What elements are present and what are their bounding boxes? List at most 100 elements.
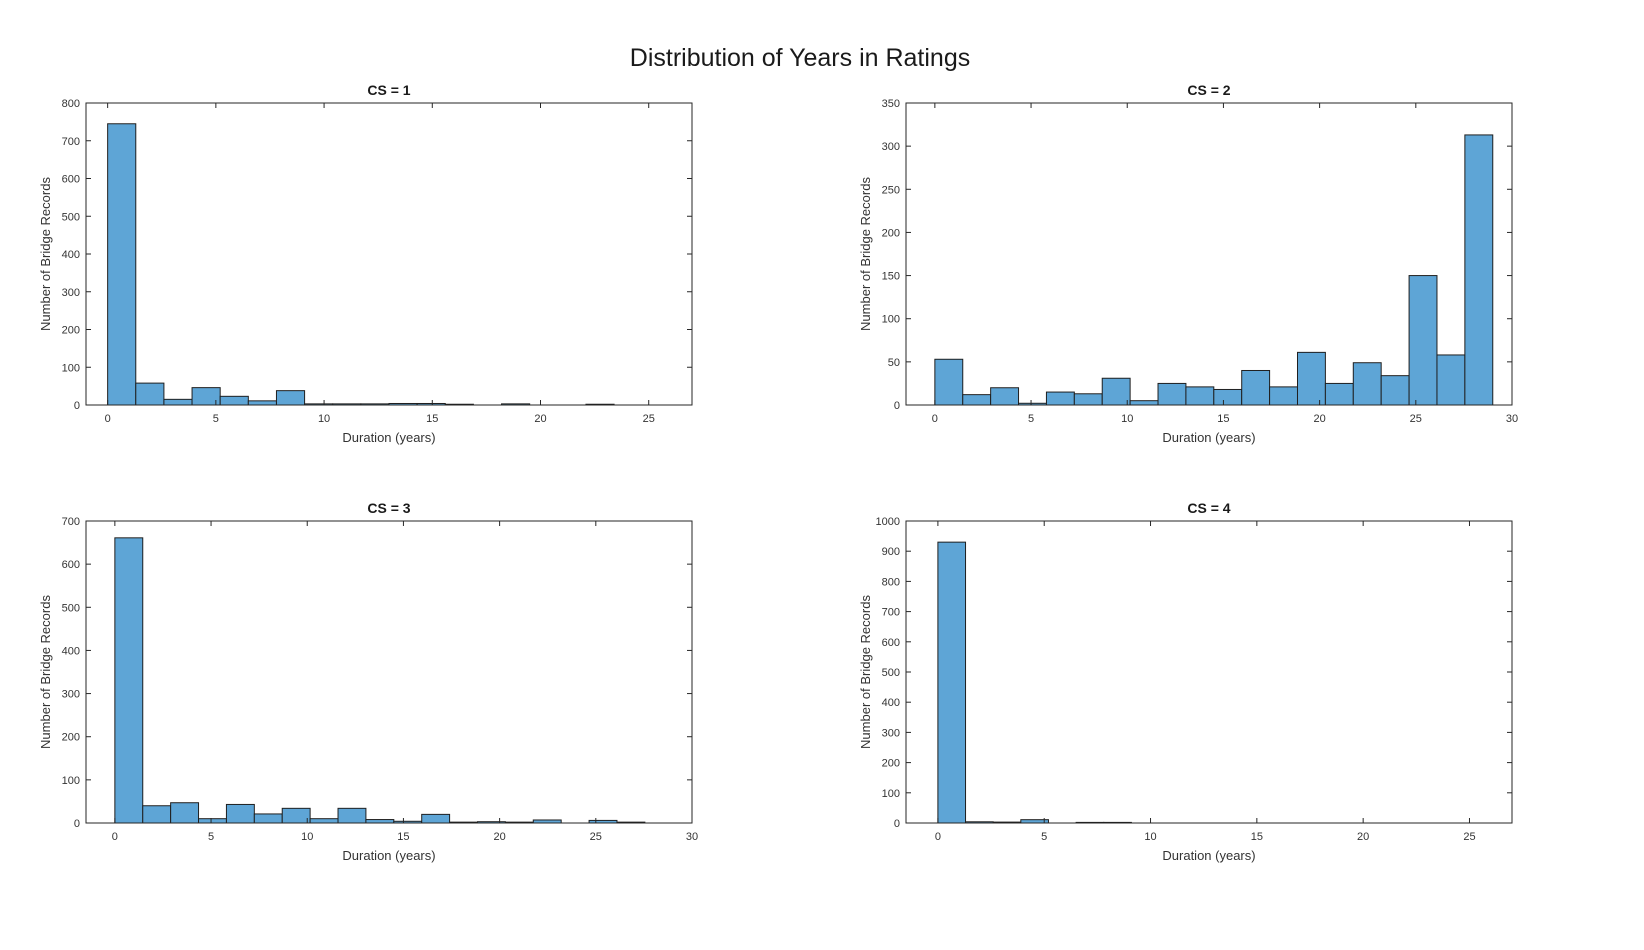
y-tick-label-cs3-0: 0 (74, 818, 80, 830)
axes-box-cs3 (85, 520, 693, 824)
histogram-bar-cs3-5 (253, 813, 283, 824)
y-tick-label-cs4-1000: 1000 (876, 516, 900, 528)
y-tick-label-cs3-700: 700 (62, 516, 80, 528)
y-tick-label-cs1-100: 100 (62, 362, 80, 374)
histogram-bar-cs3-2 (170, 802, 200, 824)
histogram-bar-cs1-0 (107, 123, 137, 406)
histogram-bar-cs2-4 (1045, 391, 1075, 406)
x-tick-label-cs2-25: 25 (1410, 413, 1422, 425)
histogram-bar-cs1-1 (135, 382, 165, 406)
figure-title: Distribution of Years in Ratings (629, 44, 971, 72)
histogram-bar-cs3-11 (421, 813, 451, 824)
x-tick-label-cs3-0: 0 (112, 831, 118, 843)
histogram-bar-cs3-3 (198, 818, 227, 824)
axes-box-cs1 (85, 102, 693, 406)
axes-box-cs4 (905, 520, 1513, 824)
x-tick-label-cs1-0: 0 (105, 413, 111, 425)
y-tick-label-cs4-500: 500 (882, 667, 900, 679)
histogram-bar-cs2-13 (1296, 351, 1326, 406)
histogram-bar-cs2-18 (1436, 354, 1466, 406)
x-tick-label-cs2-30: 30 (1506, 413, 1518, 425)
x-tick-label-cs3-30: 30 (686, 831, 698, 843)
x-tick-label-cs1-20: 20 (534, 413, 546, 425)
histogram-bar-cs2-16 (1380, 375, 1410, 406)
y-tick-label-cs4-0: 0 (894, 818, 900, 830)
x-tick-label-cs1-25: 25 (643, 413, 655, 425)
histogram-bar-cs2-1 (962, 394, 992, 406)
y-tick-label-cs1-500: 500 (62, 211, 80, 223)
x-tick-label-cs3-10: 10 (301, 831, 313, 843)
x-tick-label-cs3-15: 15 (397, 831, 409, 843)
y-axis-label-cs3: Number of Bridge Records (38, 595, 53, 749)
histogram-bar-cs2-8 (1157, 382, 1187, 406)
histogram-panel-cs1: 0 5 10 15 20 25 0 100 200 300 400 500 600 700 800 CS = … (38, 82, 693, 445)
y-tick-label-cs1-600: 600 (62, 174, 80, 186)
y-tick-label-cs3-300: 300 (62, 689, 80, 701)
x-axis-label-cs4: Duration (years) (1162, 848, 1255, 863)
x-tick-label-cs1-15: 15 (426, 413, 438, 425)
x-tick-label-cs2-0: 0 (932, 413, 938, 425)
y-tick-label-cs2-150: 150 (882, 271, 900, 283)
histogram-bar-cs2-17 (1408, 275, 1438, 406)
x-tick-label-cs3-20: 20 (493, 831, 505, 843)
y-tick-label-cs1-800: 800 (62, 98, 80, 110)
histogram-bar-cs1-6 (275, 390, 306, 406)
y-tick-label-cs3-200: 200 (62, 732, 80, 744)
y-tick-label-cs2-50: 50 (888, 357, 900, 369)
x-tick-label-cs1-10: 10 (318, 413, 330, 425)
y-tick-label-cs3-500: 500 (62, 602, 80, 614)
y-tick-label-cs2-350: 350 (882, 98, 900, 110)
y-tick-label-cs1-400: 400 (62, 249, 80, 261)
y-axis-label-cs4: Number of Bridge Records (858, 595, 873, 749)
histogram-bar-cs2-15 (1352, 362, 1382, 406)
y-tick-label-cs4-400: 400 (882, 697, 900, 709)
histogram-bar-cs3-0 (114, 537, 144, 824)
x-tick-label-cs4-0: 0 (935, 831, 941, 843)
histogram-bar-cs3-6 (281, 807, 311, 824)
x-tick-label-cs4-20: 20 (1357, 831, 1369, 843)
y-tick-label-cs2-300: 300 (882, 141, 900, 153)
y-tick-label-cs4-900: 900 (882, 546, 900, 558)
histogram-bar-cs3-4 (225, 803, 255, 824)
panel-title-cs4: CS = 4 (1187, 500, 1230, 516)
x-tick-label-cs3-25: 25 (590, 831, 602, 843)
histogram-bar-cs1-4 (219, 395, 249, 406)
histogram-bar-cs2-14 (1324, 382, 1354, 406)
x-axis-label-cs1: Duration (years) (342, 430, 435, 445)
y-tick-label-cs1-200: 200 (62, 325, 80, 337)
x-axis-label-cs2: Duration (years) (1162, 430, 1255, 445)
x-tick-label-cs2-20: 20 (1313, 413, 1325, 425)
y-tick-label-cs4-600: 600 (882, 637, 900, 649)
x-tick-label-cs3-5: 5 (208, 831, 214, 843)
x-tick-label-cs2-15: 15 (1217, 413, 1229, 425)
x-tick-label-cs2-5: 5 (1028, 413, 1034, 425)
histogram-bar-cs3-1 (142, 805, 172, 824)
x-tick-label-cs1-5: 5 (213, 413, 219, 425)
y-tick-label-cs4-100: 100 (882, 788, 900, 800)
y-tick-label-cs1-700: 700 (62, 136, 80, 148)
y-tick-label-cs1-300: 300 (62, 287, 80, 299)
y-tick-label-cs2-200: 200 (882, 227, 900, 239)
x-tick-label-cs4-10: 10 (1144, 831, 1156, 843)
x-tick-label-cs4-5: 5 (1041, 831, 1047, 843)
y-tick-label-cs4-700: 700 (882, 607, 900, 619)
y-tick-label-cs3-600: 600 (62, 559, 80, 571)
histogram-bar-cs2-7 (1129, 400, 1159, 406)
histogram-bar-cs2-9 (1185, 386, 1215, 406)
histogram-bar-cs2-11 (1241, 369, 1271, 406)
y-tick-label-cs1-0: 0 (74, 400, 80, 412)
panel-title-cs2: CS = 2 (1187, 82, 1230, 98)
histogram-bar-cs2-5 (1073, 393, 1103, 406)
histogram-bar-cs2-0 (934, 358, 964, 406)
histogram-bar-cs1-5 (247, 400, 277, 406)
y-tick-label-cs2-0: 0 (894, 400, 900, 412)
y-tick-label-cs2-100: 100 (882, 314, 900, 326)
y-axis-label-cs1: Number of Bridge Records (38, 177, 53, 331)
y-axis-label-cs2: Number of Bridge Records (858, 177, 873, 331)
y-tick-label-cs3-100: 100 (62, 775, 80, 787)
x-axis-label-cs3: Duration (years) (342, 848, 435, 863)
y-tick-label-cs4-300: 300 (882, 727, 900, 739)
y-tick-label-cs4-200: 200 (882, 758, 900, 770)
